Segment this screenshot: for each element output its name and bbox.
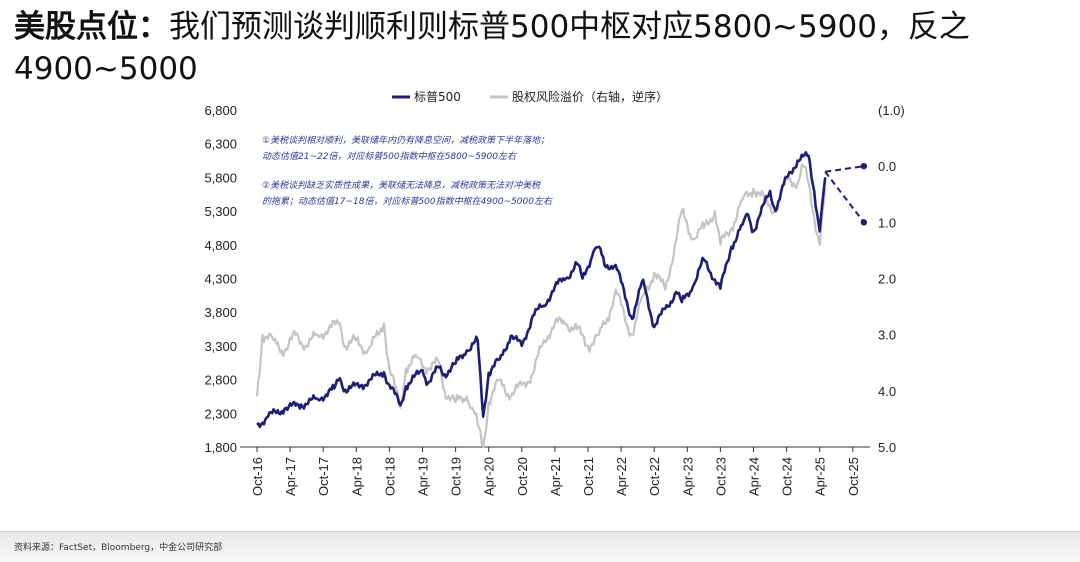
left-tick-label: 2,300 bbox=[204, 406, 237, 421]
left-tick-label: 2,800 bbox=[204, 373, 237, 388]
projection-line bbox=[825, 165, 864, 173]
left-tick-label: 6,800 bbox=[204, 103, 237, 118]
annotation-line: ①美税谈判相对顺利，美联储年内仍有降息空间，减税政策下半年落地； bbox=[262, 135, 549, 146]
right-tick-label: 5.0 bbox=[878, 440, 896, 455]
x-axis: Oct-16 Apr-17 Oct-17 Apr-18 Oct-18 Apr-19 Oct-… bbox=[240, 446, 870, 496]
x-tick-label: Apr-21 bbox=[548, 457, 563, 496]
x-tick-label: Oct-22 bbox=[647, 457, 662, 496]
left-tick-label: 3,800 bbox=[204, 305, 237, 320]
series-line-sp500 bbox=[256, 151, 827, 429]
series-line-erp bbox=[255, 163, 827, 449]
annotation-line: 的拖累；动态估值17~18倍，对应标普500指数中枢在4900~5000左右 bbox=[262, 196, 553, 207]
footer-bar bbox=[0, 531, 1080, 562]
left-tick-label: 5,300 bbox=[204, 204, 237, 219]
annotation-line: 动态估值21~22倍，对应标普500指数中枢在5800~5900左右 bbox=[262, 151, 517, 162]
x-tick-label: Oct-16 bbox=[250, 457, 265, 496]
right-tick-label: 3.0 bbox=[878, 328, 896, 343]
x-tick-label: Oct-19 bbox=[449, 457, 464, 496]
left-tick-label: 3,300 bbox=[204, 339, 237, 354]
left-axis-ticks: 1,800 2,300 2,800 3,300 3,800 4,300 4,800 5,300… bbox=[204, 103, 237, 455]
x-tick-label: Oct-25 bbox=[846, 457, 861, 496]
right-tick-label: 4.0 bbox=[878, 384, 896, 399]
x-tick-label: Apr-20 bbox=[482, 457, 497, 496]
right-tick-label: 0.0 bbox=[878, 159, 896, 174]
source-note: 资料来源：FactSet，Bloomberg，中金公司研究部 bbox=[14, 543, 223, 553]
projection-line bbox=[824, 171, 865, 223]
x-tick-label: Apr-17 bbox=[283, 457, 298, 496]
right-tick-label: 1.0 bbox=[878, 215, 896, 230]
slide-title: 美股点位：我们预测谈判顺利则标普500中枢对应5800~5900，反之4900~… bbox=[14, 6, 1074, 90]
x-tick-label: Oct-24 bbox=[780, 457, 795, 496]
x-tick-label: Oct-21 bbox=[581, 457, 596, 496]
left-tick-label: 6,300 bbox=[204, 137, 237, 152]
left-tick-label: 4,300 bbox=[204, 272, 237, 287]
x-tick-label: Oct-20 bbox=[515, 457, 530, 496]
title-rest: 我们预测谈判顺利则标普500中枢对应5800~5900，反之4900~5000 bbox=[14, 9, 970, 87]
legend-label-sp500: 标普500 bbox=[414, 90, 461, 104]
x-tick-label: Apr-24 bbox=[747, 457, 762, 496]
series-layer bbox=[255, 151, 868, 449]
x-tick-label: Oct-18 bbox=[382, 457, 397, 496]
left-tick-label: 1,800 bbox=[204, 440, 237, 455]
x-tick-label: Oct-17 bbox=[316, 457, 331, 496]
right-tick-label: (1.0) bbox=[878, 103, 905, 118]
annotations: ①美税谈判相对顺利，美联储年内仍有降息空间，减税政策下半年落地； 动态估值21~2… bbox=[262, 135, 553, 207]
x-tick-label: Oct-23 bbox=[713, 457, 728, 496]
x-tick-label: Apr-23 bbox=[680, 457, 695, 496]
x-tick-label: Apr-25 bbox=[813, 457, 828, 496]
right-tick-label: 2.0 bbox=[878, 272, 896, 287]
legend: 标普500 股权风险溢价（右轴，逆序） bbox=[392, 89, 668, 104]
chart: 标普500 股权风险溢价（右轴，逆序） ①美税谈判相对顺利，美联储年内仍有降息空间… bbox=[204, 89, 905, 496]
x-tick-label: Apr-18 bbox=[349, 457, 364, 496]
annotation-line: ②美税谈判缺乏实质性成果，美联储无法降息，减税政策无法对冲美税 bbox=[262, 180, 541, 191]
x-tick-label: Apr-22 bbox=[614, 457, 629, 496]
title-bold: 美股点位： bbox=[14, 9, 169, 45]
left-tick-label: 5,800 bbox=[204, 170, 237, 185]
left-tick-label: 4,800 bbox=[204, 238, 237, 253]
x-tick-label: Apr-19 bbox=[416, 457, 431, 496]
projection-end-point bbox=[860, 219, 868, 226]
projection-end-point bbox=[860, 162, 868, 170]
legend-label-erp: 股权风险溢价（右轴，逆序） bbox=[512, 89, 668, 104]
right-axis-ticks: (1.0) 0.0 1.0 2.0 3.0 4.0 5.0 bbox=[878, 103, 905, 455]
